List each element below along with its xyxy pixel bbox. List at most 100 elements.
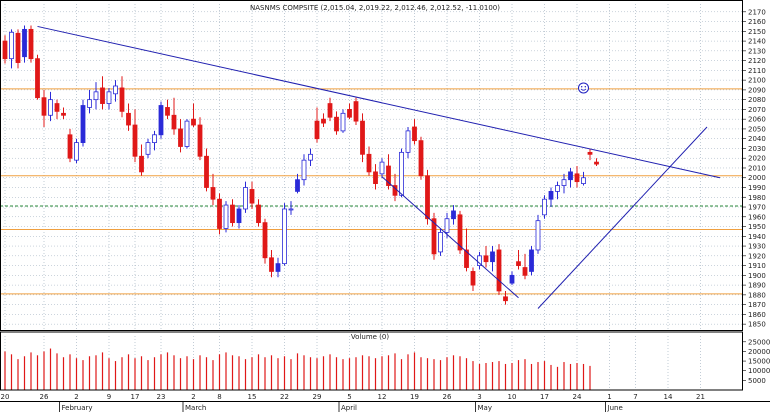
candle-body: [308, 153, 313, 161]
y-tick-label: 1880: [748, 291, 766, 299]
x-tick-label: 26: [40, 393, 49, 401]
x-tick-label: 9: [107, 393, 111, 401]
candle-body: [568, 171, 573, 181]
candle-body: [509, 274, 515, 284]
candle-body: [80, 105, 86, 143]
horizontal-levels: [0, 88, 742, 295]
volume-y-tick-label: 15000: [748, 358, 770, 366]
candle-body: [41, 97, 47, 116]
x-tick-label: 26: [443, 393, 452, 401]
y-tick-label: 2050: [748, 125, 766, 133]
candle-body: [152, 134, 157, 143]
candle-body: [574, 173, 580, 183]
candle-body: [477, 255, 482, 266]
y-tick-label: 1920: [748, 252, 766, 260]
candle-body: [561, 179, 567, 186]
volume-y-tick-label: 25000: [748, 338, 770, 346]
candle-body: [15, 32, 21, 63]
smiley-face: [578, 82, 589, 94]
x-tick-label: 8: [217, 393, 221, 401]
candle-body: [347, 109, 352, 118]
candle-body: [464, 249, 469, 268]
candle-body: [425, 175, 430, 220]
y-tick-label: 1990: [748, 184, 766, 192]
candle-body: [67, 134, 73, 159]
candle-body: [165, 107, 170, 116]
candle-body: [145, 142, 151, 155]
candle-body: [555, 185, 560, 192]
candle-body: [431, 218, 437, 255]
candle-body: [100, 87, 105, 104]
smiley-icon: [578, 82, 589, 94]
candle-body: [249, 189, 255, 204]
candle-body: [548, 191, 554, 200]
candle-body: [483, 255, 489, 263]
candle-body: [2, 40, 8, 60]
candle-body: [581, 177, 586, 184]
candle-body: [28, 28, 34, 60]
candle-body: [496, 249, 502, 292]
candle-body: [22, 28, 27, 58]
x-tick-label: 7: [633, 393, 637, 401]
candle-body: [204, 155, 209, 188]
x-tick-label: 3: [477, 393, 481, 401]
month-label: May: [478, 404, 492, 412]
candle-body: [93, 91, 99, 101]
x-tick-label: 2: [74, 393, 78, 401]
y-tick-label: 1980: [748, 194, 766, 202]
candle-body: [418, 140, 424, 177]
trendline: [537, 126, 708, 309]
candle-body: [288, 208, 294, 211]
candle-body: [119, 87, 125, 112]
month-label: February: [62, 404, 93, 412]
volume-bars: [4, 348, 591, 390]
candle-body: [373, 171, 378, 184]
y-tick-label: 2010: [748, 164, 766, 172]
candle-body: [535, 220, 541, 251]
y-tick-label: 2090: [748, 86, 766, 94]
candle-body: [48, 99, 53, 116]
x-tick-label: 12: [378, 393, 387, 401]
x-tick-label: 17: [540, 393, 549, 401]
x-tick-label: 17: [131, 393, 140, 401]
x-tick-label: 5: [347, 393, 351, 401]
candle-body: [503, 296, 508, 302]
candle-body: [262, 222, 268, 259]
x-tick-label: 19: [410, 393, 419, 401]
candle-body: [113, 85, 118, 95]
volume-y-tick-label: 5000: [748, 377, 766, 385]
trendline: [381, 176, 519, 299]
candle-body: [379, 161, 385, 175]
x-tick-label: 21: [696, 393, 705, 401]
y-tick-label: 1900: [748, 272, 766, 280]
candle-body: [223, 204, 229, 229]
x-tick-label: 15: [248, 393, 257, 401]
candle-body: [405, 130, 411, 153]
candle-body: [522, 267, 528, 276]
trendline: [37, 25, 721, 179]
y-tick-label: 1970: [748, 204, 766, 212]
candle-body: [9, 31, 14, 60]
candle-body: [587, 151, 593, 155]
candle-body: [366, 153, 372, 173]
x-tick-label: 22: [280, 393, 289, 401]
candle-body: [470, 271, 476, 286]
candle-body: [275, 263, 281, 272]
candle-body: [295, 179, 300, 192]
x-tick-label: 20: [1, 393, 10, 401]
candle-body: [438, 231, 443, 253]
y-tick-label: 2020: [748, 155, 766, 163]
y-tick-label: 2150: [748, 28, 766, 36]
candle-body: [256, 204, 261, 224]
candle-body: [74, 142, 79, 161]
y-tick-label: 2000: [748, 174, 766, 182]
y-tick-label: 1860: [748, 311, 766, 319]
y-tick-label: 1960: [748, 213, 766, 221]
candle-body: [217, 198, 222, 229]
chart-title: NASNMS COMPSITE (2,015.04, 2,019.22, 2,0…: [250, 4, 500, 12]
y-tick-label: 1930: [748, 243, 766, 251]
y-tick-label: 2160: [748, 18, 766, 26]
smiley-eye: [584, 86, 586, 88]
